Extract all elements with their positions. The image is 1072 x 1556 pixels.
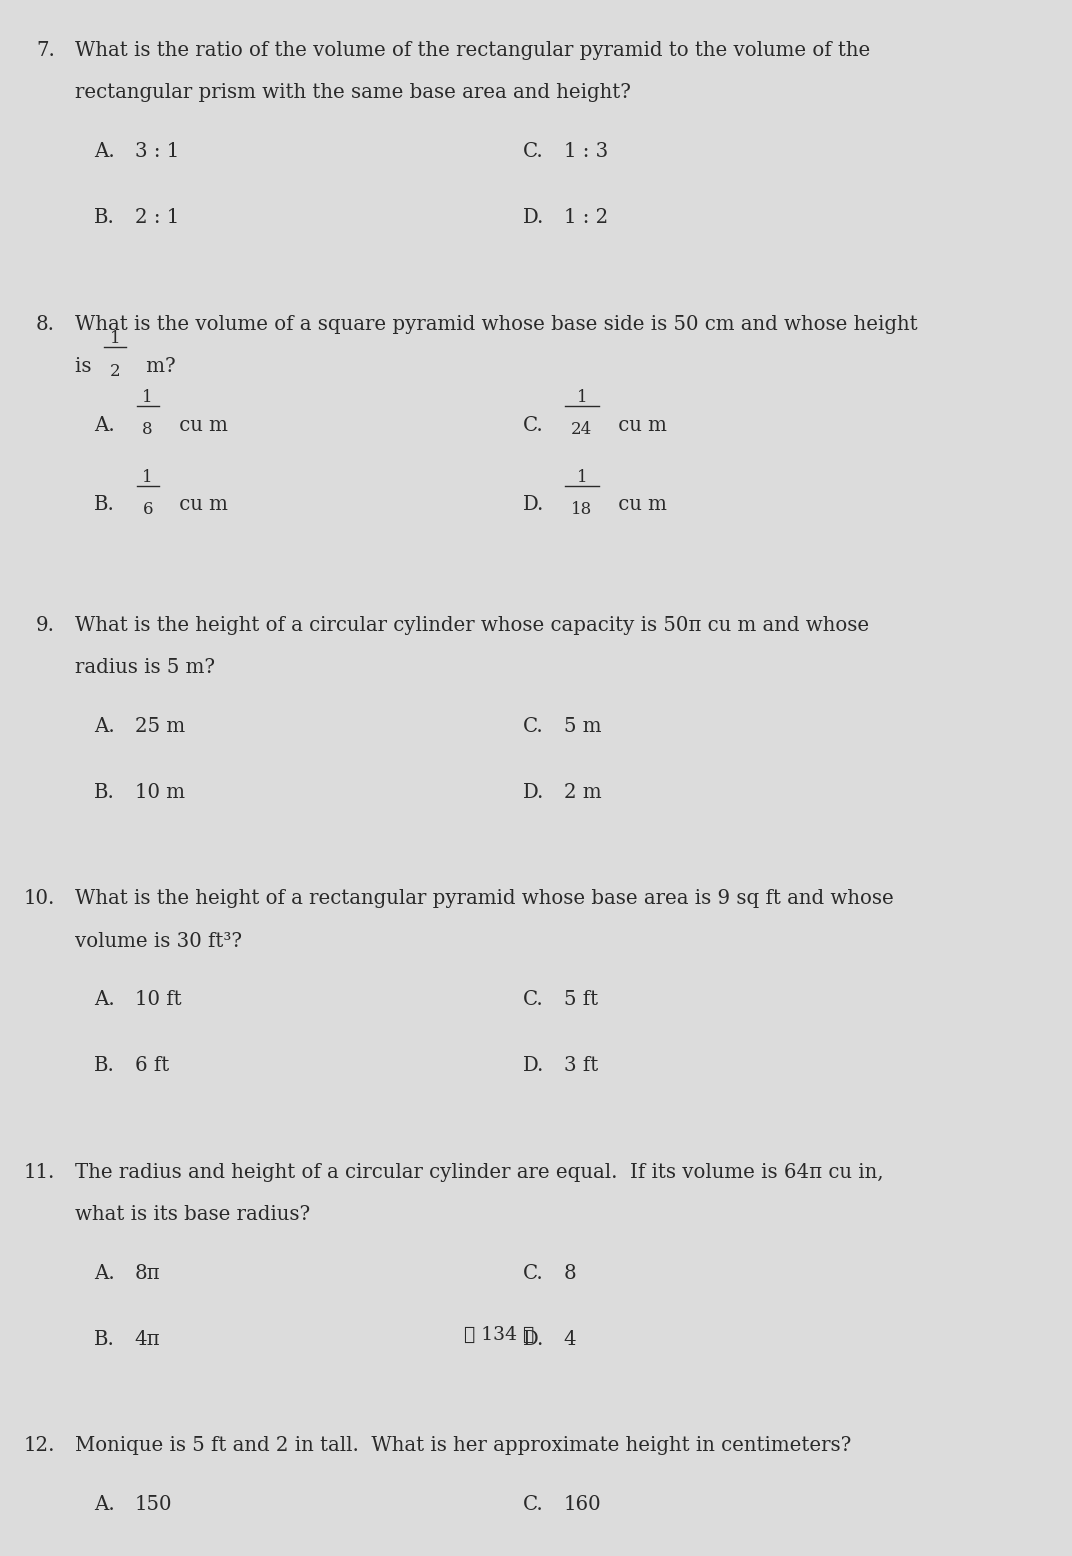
- Text: 10.: 10.: [24, 888, 55, 909]
- Text: volume is 30 ft³?: volume is 30 ft³?: [75, 932, 242, 951]
- Text: What is the volume of a square pyramid whose base side is 50 cm and whose height: What is the volume of a square pyramid w…: [75, 314, 918, 333]
- Text: 1 : 3: 1 : 3: [564, 142, 608, 162]
- Text: 25 m: 25 m: [135, 717, 184, 736]
- Text: 1: 1: [577, 468, 587, 485]
- Text: radius is 5 m?: radius is 5 m?: [75, 658, 214, 677]
- Text: 2 : 1: 2 : 1: [135, 209, 179, 227]
- Text: A.: A.: [94, 991, 115, 1010]
- Text: What is the height of a rectangular pyramid whose base area is 9 sq ft and whose: What is the height of a rectangular pyra…: [75, 888, 894, 909]
- Text: 8: 8: [143, 422, 153, 439]
- Text: D.: D.: [522, 1057, 544, 1075]
- Text: A.: A.: [94, 142, 115, 162]
- Text: A.: A.: [94, 1263, 115, 1284]
- Text: What is the height of a circular cylinder whose capacity is 50π cu m and whose: What is the height of a circular cylinde…: [75, 616, 869, 635]
- Text: A.: A.: [94, 415, 115, 434]
- Text: C.: C.: [523, 717, 544, 736]
- Text: 12.: 12.: [24, 1436, 55, 1455]
- Text: rectangular prism with the same base area and height?: rectangular prism with the same base are…: [75, 84, 630, 103]
- Text: 4: 4: [564, 1330, 577, 1349]
- Text: 3 : 1: 3 : 1: [135, 142, 179, 162]
- Text: cu m: cu m: [612, 415, 667, 434]
- Text: 1: 1: [109, 330, 120, 347]
- Text: C.: C.: [523, 142, 544, 162]
- Text: 150: 150: [135, 1495, 173, 1514]
- Text: 2 m: 2 m: [564, 783, 601, 801]
- Text: B.: B.: [94, 209, 115, 227]
- Text: Monique is 5 ft and 2 in tall.  What is her approximate height in centimeters?: Monique is 5 ft and 2 in tall. What is h…: [75, 1436, 851, 1455]
- Text: D.: D.: [522, 209, 544, 227]
- Text: C.: C.: [523, 991, 544, 1010]
- Text: is: is: [75, 356, 98, 377]
- Text: 1 : 2: 1 : 2: [564, 209, 608, 227]
- Text: D.: D.: [522, 495, 544, 513]
- Text: C.: C.: [523, 1263, 544, 1284]
- Text: C.: C.: [523, 1495, 544, 1514]
- Text: 6 ft: 6 ft: [135, 1057, 169, 1075]
- Text: ❖ 134 ❖: ❖ 134 ❖: [464, 1326, 534, 1343]
- Text: 24: 24: [571, 422, 593, 439]
- Text: A.: A.: [94, 717, 115, 736]
- Text: 8: 8: [564, 1263, 577, 1284]
- Text: cu m: cu m: [173, 495, 227, 513]
- Text: 3 ft: 3 ft: [564, 1057, 598, 1075]
- Text: 10 m: 10 m: [135, 783, 184, 801]
- Text: B.: B.: [94, 1057, 115, 1075]
- Text: cu m: cu m: [173, 415, 227, 434]
- Text: m?: m?: [139, 356, 176, 377]
- Text: 1: 1: [577, 389, 587, 406]
- Text: B.: B.: [94, 783, 115, 801]
- Text: cu m: cu m: [612, 495, 667, 513]
- Text: 11.: 11.: [24, 1162, 55, 1183]
- Text: 18: 18: [571, 501, 593, 518]
- Text: what is its base radius?: what is its base radius?: [75, 1206, 310, 1225]
- Text: B.: B.: [94, 495, 115, 513]
- Text: What is the ratio of the volume of the rectangular pyramid to the volume of the: What is the ratio of the volume of the r…: [75, 40, 870, 61]
- Text: D.: D.: [522, 783, 544, 801]
- Text: 160: 160: [564, 1495, 601, 1514]
- Text: 6: 6: [143, 501, 153, 518]
- Text: The radius and height of a circular cylinder are equal.  If its volume is 64π cu: The radius and height of a circular cyli…: [75, 1162, 883, 1183]
- Text: 1: 1: [143, 389, 153, 406]
- Text: 5 m: 5 m: [564, 717, 601, 736]
- Text: C.: C.: [523, 415, 544, 434]
- Text: D.: D.: [522, 1330, 544, 1349]
- Text: 8.: 8.: [35, 314, 55, 333]
- Text: 5 ft: 5 ft: [564, 991, 598, 1010]
- Text: 2: 2: [109, 363, 120, 380]
- Text: 10 ft: 10 ft: [135, 991, 181, 1010]
- Text: A.: A.: [94, 1495, 115, 1514]
- Text: 4π: 4π: [135, 1330, 161, 1349]
- Text: 1: 1: [143, 468, 153, 485]
- Text: 8π: 8π: [135, 1263, 161, 1284]
- Text: 9.: 9.: [35, 616, 55, 635]
- Text: 7.: 7.: [36, 40, 55, 61]
- Text: B.: B.: [94, 1330, 115, 1349]
